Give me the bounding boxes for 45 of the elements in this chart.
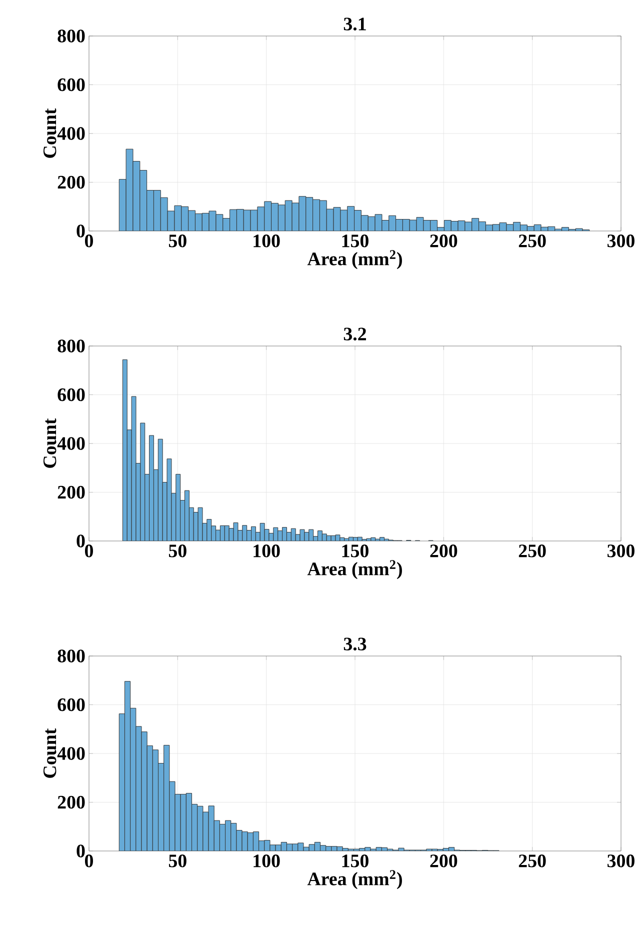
x-tick-label: 250 <box>518 854 546 868</box>
y-axis-title: Count <box>43 108 56 158</box>
x-tick-label: 200 <box>430 854 458 868</box>
x-tick-label: 50 <box>168 234 186 248</box>
x-tick-label: 150 <box>342 544 368 558</box>
x-axis-title: Area (mm$^{2}$) <box>307 560 402 580</box>
y-tick-label: 600 <box>58 388 85 402</box>
chart-title: 3.2 <box>344 328 366 340</box>
y-tick-label: 200 <box>58 176 85 189</box>
x-tick-label: 150 <box>342 854 368 868</box>
y-tick-label: 400 <box>57 437 85 450</box>
x-tick-label: 100 <box>254 854 280 868</box>
y-tick-label: 600 <box>58 698 85 712</box>
y-tick-label: 800 <box>58 340 85 352</box>
chart-title: 3.3 <box>344 638 366 650</box>
y-tick-label: 400 <box>57 127 85 140</box>
y-axis-title: Count <box>43 728 56 778</box>
x-tick-label: 100 <box>254 544 280 558</box>
x-tick-label: 50 <box>168 544 186 558</box>
x-tick-label: 50 <box>168 854 186 868</box>
x-tick-label: 0 <box>84 854 93 868</box>
y-tick-label: 800 <box>58 650 85 662</box>
chart-title: 3.1 <box>344 18 366 30</box>
y-tick-label: 400 <box>57 747 85 760</box>
x-tick-label: 150 <box>342 234 368 248</box>
x-tick-label: 100 <box>254 234 280 248</box>
x-tick-label: 300 <box>608 234 634 248</box>
y-tick-label: 0 <box>76 844 85 858</box>
x-tick-label: 250 <box>518 544 546 558</box>
x-axis-title: Area (mm$^{2}$) <box>307 250 402 270</box>
x-axis-title: Area (mm$^{2}$) <box>307 870 402 890</box>
x-tick-label: 300 <box>608 544 634 558</box>
x-tick-label: 0 <box>84 544 93 558</box>
y-axis-title: Count <box>43 418 56 468</box>
y-tick-label: 800 <box>58 30 85 42</box>
x-tick-label: 300 <box>608 854 634 868</box>
x-tick-label: 200 <box>430 234 458 248</box>
x-tick-label: 0 <box>84 234 93 248</box>
y-tick-label: 200 <box>58 486 85 499</box>
y-tick-label: 0 <box>76 224 85 238</box>
y-tick-label: 200 <box>58 796 85 809</box>
x-tick-label: 250 <box>518 234 546 248</box>
x-tick-label: 200 <box>430 544 458 558</box>
y-tick-label: 0 <box>76 534 85 548</box>
y-tick-label: 600 <box>58 78 85 92</box>
